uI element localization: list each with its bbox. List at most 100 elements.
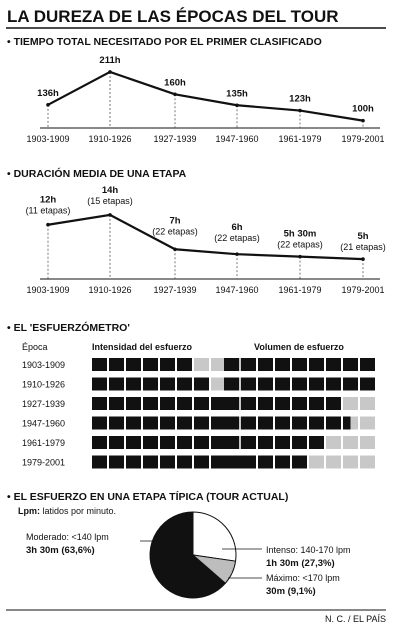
section-4-heading: • EL ESFUERZO EN UNA ETAPA TÍPICA (TOUR … (7, 490, 288, 503)
volume-block (241, 358, 256, 371)
intensity-block-bg (194, 358, 209, 371)
intensity-block (92, 455, 107, 469)
volume-block-bg (360, 397, 375, 410)
data-sublabel: (22 etapas) (277, 240, 323, 250)
pie-esfuerzo-etapa: Lpm: latidos por minuto. Moderado: <140 l… (18, 506, 351, 599)
intensity-block (177, 377, 192, 391)
volume-block (224, 455, 239, 469)
volume-block-bg (343, 397, 358, 410)
x-tick-label: 1947-1960 (215, 134, 258, 144)
data-point (173, 92, 177, 97)
volume-block-bg (309, 455, 324, 469)
volume-block (241, 377, 256, 391)
data-point (235, 252, 239, 256)
data-label: 6h (231, 222, 242, 233)
epoca-header: Época (22, 342, 48, 352)
x-tick-label: 1910-1926 (88, 134, 131, 144)
section-3-heading: • EL 'ESFUERZÓMETRO' (7, 321, 130, 334)
intensity-block (92, 358, 107, 371)
volume-block-bg (343, 436, 358, 449)
data-label: 100h (352, 104, 374, 115)
intensity-block (109, 377, 124, 391)
intensity-block-bg (211, 358, 226, 371)
volume-block (309, 416, 324, 430)
data-point (108, 70, 112, 74)
intensity-block (177, 397, 192, 410)
volume-block (292, 377, 307, 391)
data-sublabel: (22 etapas) (152, 226, 198, 236)
volume-block (343, 416, 351, 430)
x-tick-label: 1910-1926 (88, 285, 131, 295)
volume-block (241, 416, 256, 430)
data-label: 12h (40, 195, 57, 206)
intensity-block (160, 397, 175, 410)
x-tick-label: 1903-1909 (26, 134, 69, 144)
intensity-block (92, 397, 107, 410)
intensity-block (92, 436, 107, 449)
volume-block (326, 416, 341, 430)
volume-block (309, 397, 324, 410)
slice-label-maximo: Máximo: <170 lpm (266, 573, 340, 583)
volume-block (275, 397, 290, 410)
row-epoca-label: 1979-2001 (22, 458, 65, 468)
intensity-block (211, 397, 226, 410)
data-point (298, 254, 302, 259)
volume-block (275, 377, 290, 391)
volume-block (258, 377, 273, 391)
data-point (235, 103, 239, 108)
x-tick-label: 1947-1960 (215, 285, 258, 295)
volume-block (292, 358, 307, 371)
volume-block (224, 358, 239, 371)
intensity-block (160, 436, 175, 449)
volume-block (258, 455, 273, 469)
volume-block (275, 455, 290, 469)
volume-block (241, 436, 256, 449)
data-label: 135h (226, 88, 248, 99)
intensity-block (194, 436, 209, 449)
intensity-block (177, 455, 192, 469)
lpm-note-text: latidos por minuto. (40, 506, 116, 516)
volume-block (224, 397, 239, 410)
intensity-block (194, 416, 209, 430)
lpm-note: Lpm: latidos por minuto. (18, 506, 116, 516)
data-point (361, 118, 365, 123)
intensity-block (92, 377, 107, 391)
volume-block-bg (326, 436, 341, 449)
volume-block-bg (326, 455, 341, 469)
slice-value-maximo: 30m (9,1%) (266, 586, 316, 597)
volume-block (343, 377, 358, 391)
data-label: 123h (289, 94, 311, 105)
intensity-block (109, 397, 124, 410)
row-epoca-label: 1910-1926 (22, 380, 65, 390)
volume-block (241, 397, 256, 410)
data-sublabel: (15 etapas) (87, 196, 133, 206)
intensity-block (177, 436, 192, 449)
pie-slice (191, 554, 237, 584)
slice-label-intenso: Intenso: 140-170 lpm (266, 545, 351, 555)
x-tick-label: 1961-1979 (278, 134, 321, 144)
credit: N. C. / EL PAÍS (325, 614, 386, 624)
volume-block (343, 358, 358, 371)
data-point (46, 222, 50, 227)
volume-block-bg (343, 455, 358, 469)
pie-slice (192, 511, 237, 562)
volume-block (258, 358, 273, 371)
intensity-block (177, 358, 192, 371)
intensity-block (126, 397, 141, 410)
intensity-block (160, 377, 175, 391)
data-sublabel: (21 etapas) (340, 242, 386, 252)
data-label: 136h (37, 88, 59, 99)
data-label: 160h (164, 77, 186, 88)
volume-block (241, 455, 256, 469)
intensity-block (143, 455, 158, 469)
intensity-block (211, 455, 226, 469)
intensity-header: Intensidad del esfuerzo (92, 342, 193, 352)
intensity-block (126, 455, 141, 469)
intensity-block (194, 455, 209, 469)
x-tick-label: 1903-1909 (26, 285, 69, 295)
intensity-block (211, 416, 226, 430)
volume-block (326, 358, 341, 371)
volume-block (326, 377, 341, 391)
data-label: 211h (99, 55, 120, 66)
data-point (173, 247, 177, 252)
